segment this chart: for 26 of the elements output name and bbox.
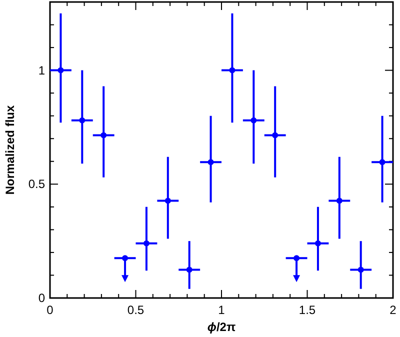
y-tick-label: 1 (38, 63, 46, 78)
point (100, 132, 107, 138)
point (143, 240, 150, 246)
x-tick-label: 0 (46, 303, 54, 317)
y-axis-title: Normalized flux (3, 105, 17, 195)
point (186, 266, 192, 273)
point (79, 117, 86, 124)
point (314, 240, 321, 246)
x-tick-label: 0.5 (127, 303, 144, 317)
x-tick-label: 2 (390, 303, 397, 317)
point (379, 159, 386, 166)
point (272, 132, 278, 138)
point (250, 117, 257, 124)
y-tick-label: 0.5 (28, 177, 46, 192)
x-tick-label: 1 (218, 303, 226, 317)
point (336, 198, 342, 204)
x-axis-title: ϕ/2π (207, 320, 236, 334)
point (208, 159, 214, 166)
point (164, 198, 171, 204)
x-tick-label: 1.5 (298, 303, 316, 317)
y-tick-label: 0 (38, 291, 46, 305)
point (358, 266, 364, 273)
point (294, 255, 300, 262)
point (122, 255, 128, 262)
point (229, 67, 236, 74)
point (58, 67, 64, 74)
